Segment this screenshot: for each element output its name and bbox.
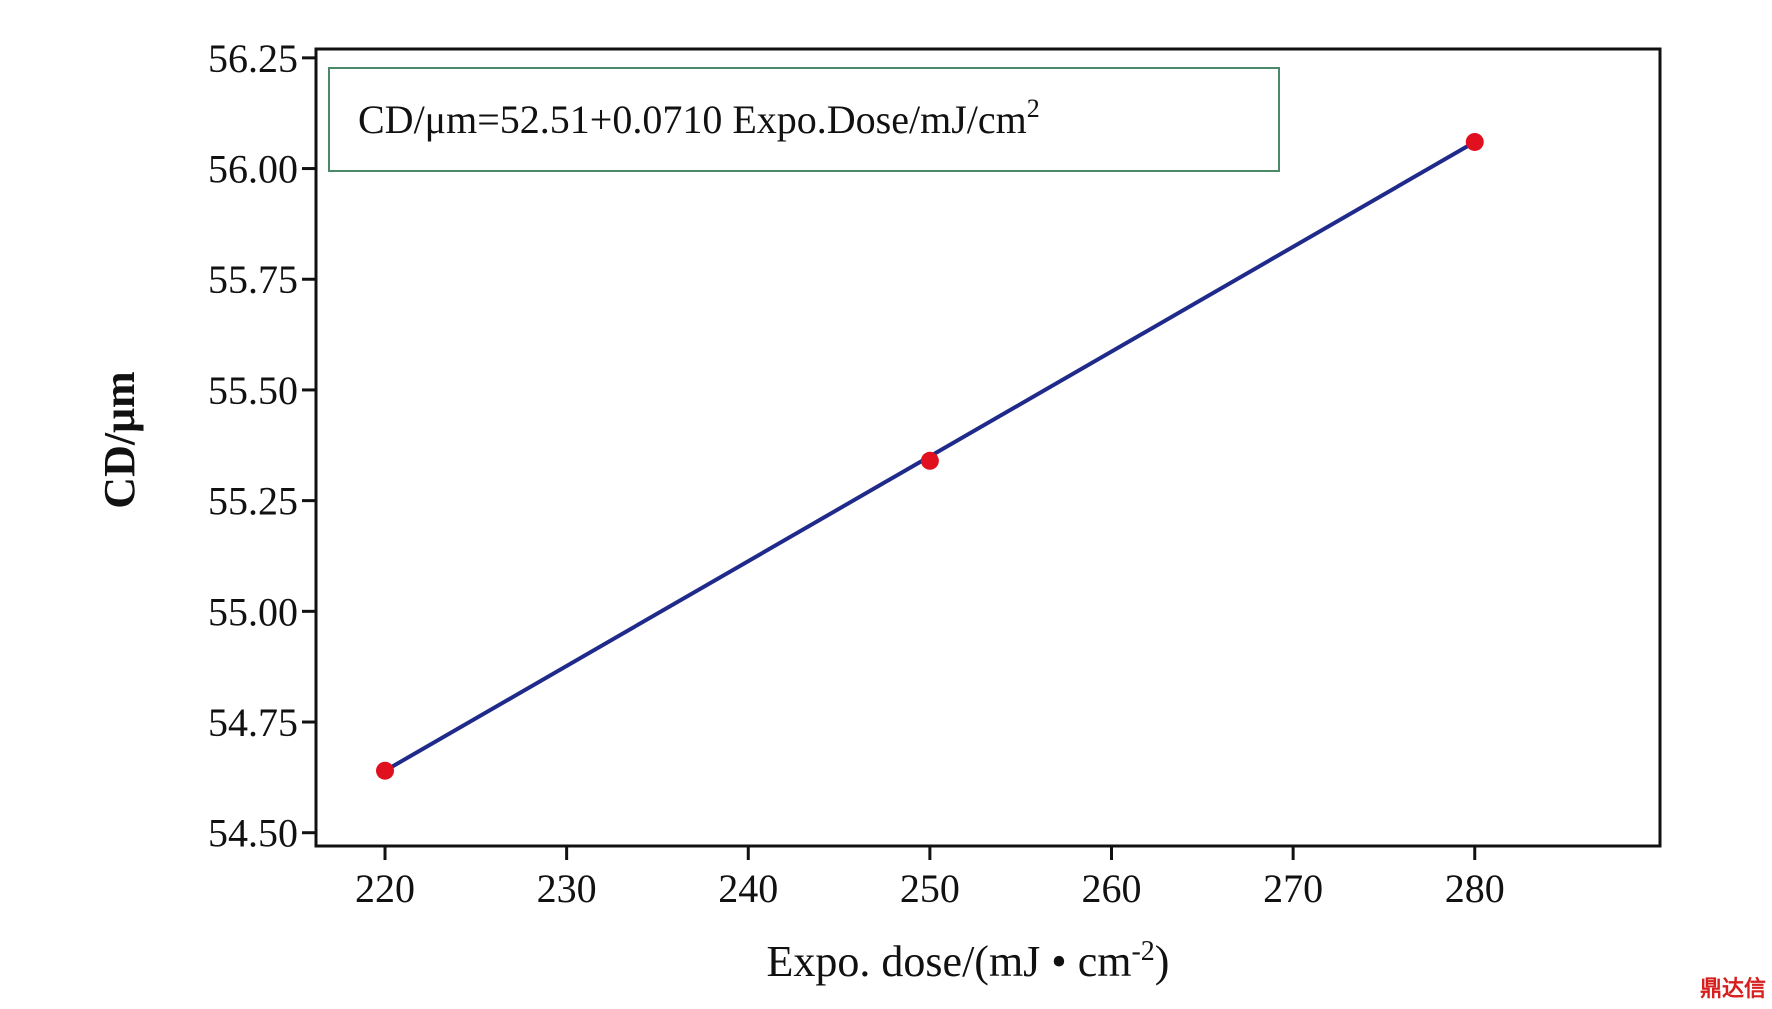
x-tick-label: 250	[900, 866, 960, 911]
x-tick-label: 270	[1263, 866, 1323, 911]
x-axis-title-superscript: -2	[1131, 936, 1154, 967]
series	[376, 132, 1484, 780]
plot-frame	[314, 47, 1662, 848]
data-point	[920, 451, 939, 470]
x-axis-title: Expo. dose/(mJ • cm-2)	[767, 936, 1170, 986]
y-tick-label: 54.75	[208, 700, 298, 745]
equation-box	[328, 67, 1280, 172]
y-tick-label: 56.25	[208, 36, 298, 81]
x-axis-title-tail: )	[1155, 937, 1170, 986]
data-point	[376, 761, 395, 780]
equation-label: CD/μm=52.51+0.0710 Expo.Dose/mJ/cm2	[358, 94, 1040, 142]
y-tick-label: 54.50	[208, 811, 298, 856]
equation-main: CD/μm=52.51+0.0710 Expo.Dose/mJ/cm	[358, 97, 1027, 142]
y-tick-label: 55.75	[208, 257, 298, 302]
y-tick-label: 55.25	[208, 479, 298, 524]
x-axis-title-main: Expo. dose/(mJ • cm	[767, 937, 1132, 986]
y-axis-title: CD/μm	[95, 371, 144, 508]
data-point	[1465, 132, 1484, 151]
x-axis: 220 230 240 250 260 270 280	[355, 846, 1505, 911]
y-tick-label: 55.00	[208, 589, 298, 634]
x-tick-label: 280	[1445, 866, 1505, 911]
watermark-logo: 鼎达信	[1699, 977, 1766, 1002]
x-tick-label: 230	[537, 866, 597, 911]
y-tick-label: 56.00	[208, 147, 298, 192]
y-axis: 54.50 54.75 55.00 55.25 55.50 55.75 56.00 56.25	[208, 36, 316, 856]
equation-superscript: 2	[1027, 94, 1040, 123]
x-tick-label: 220	[355, 866, 415, 911]
x-tick-label: 240	[718, 866, 778, 911]
x-tick-label: 260	[1082, 866, 1142, 911]
y-tick-label: 55.50	[208, 368, 298, 413]
